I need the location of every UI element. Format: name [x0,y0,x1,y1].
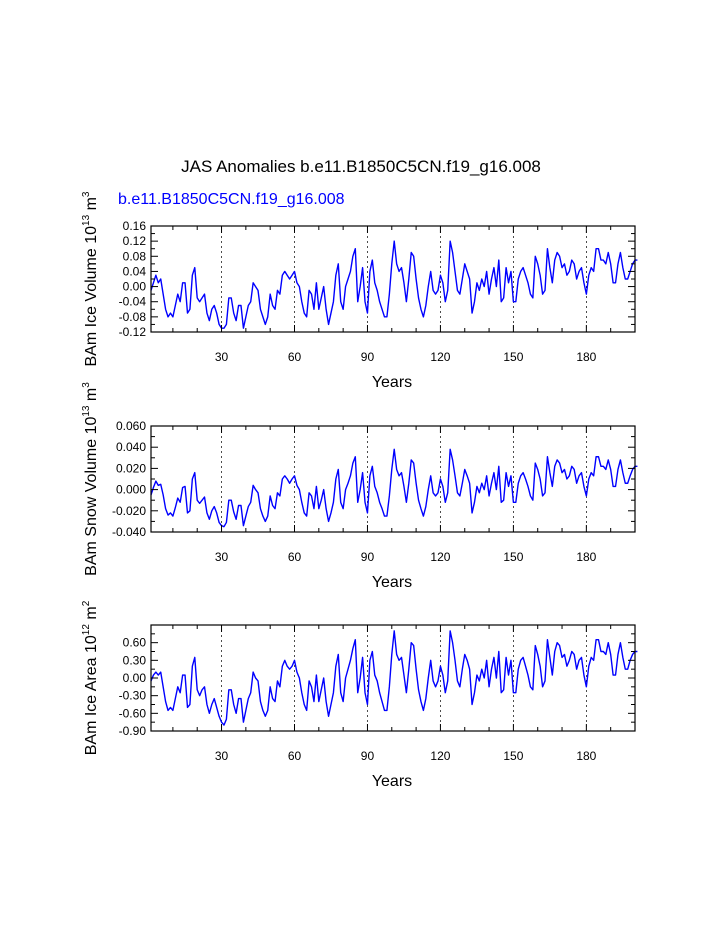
series-line [150,240,638,329]
xtick-label: 120 [430,749,450,763]
plot-frame [150,225,636,333]
ytick-label: 0.08 [123,249,147,263]
xtick-label: 30 [215,550,229,564]
ytick-label: 0.000 [116,483,146,497]
y-axis-label-unit-exponent: 3 [81,191,92,197]
xtick-label: 180 [576,749,596,763]
xtick-label: 120 [430,550,450,564]
ytick-label: -0.04 [119,295,147,309]
series-line [150,630,638,726]
y-axis-label-main: BAm Ice Area 10 [83,635,100,755]
x-axis-label: Years [372,374,412,391]
y-axis-label-unit: m [83,388,100,406]
x-axis-label: Years [372,574,412,591]
y-axis-label-exponent: 13 [81,405,92,417]
xtick-label: 120 [430,350,450,364]
plot-frame [150,425,636,533]
y-axis-label-main: BAm Ice Volume 10 [83,226,100,367]
series-line [150,448,638,528]
y-axis-label: BAm Ice Volume 1013 m3 [81,191,100,366]
y-axis-label-unit: m [83,606,100,624]
ytick-label: -0.040 [112,525,146,539]
xtick-label: 90 [361,350,375,364]
ytick-label: -0.020 [112,504,146,518]
figure-title: JAS Anomalies b.e11.B1850C5CN.f19_g16.00… [181,157,541,176]
y-axis-label-main: BAm Snow Volume 10 [83,417,100,576]
xtick-label: 180 [576,350,596,364]
y-axis-label-unit-exponent: 2 [81,600,92,606]
y-axis-label-exponent: 13 [81,214,92,226]
ytick-label: 0.040 [116,440,146,454]
ytick-label: -0.60 [119,706,147,720]
y-axis-label-exponent: 12 [81,624,92,636]
y-axis-label: BAm Snow Volume 1013 m3 [81,382,100,576]
ytick-label: -0.08 [119,310,147,324]
ytick-label: 0.04 [123,264,147,278]
xtick-label: 30 [215,749,229,763]
xtick-label: 30 [215,350,229,364]
ytick-label: -0.12 [119,325,147,339]
xtick-label: 60 [288,749,302,763]
ytick-label: -0.30 [119,689,147,703]
xtick-label: 60 [288,550,302,564]
ytick-label: 0.12 [123,234,147,248]
ytick-label: 0.16 [123,219,147,233]
xtick-label: 90 [361,749,375,763]
x-axis-label: Years [372,773,412,790]
xtick-label: 60 [288,350,302,364]
xtick-label: 150 [503,550,523,564]
ytick-label: 0.060 [116,419,146,433]
y-axis-label: BAm Ice Area 1012 m2 [81,600,100,755]
xtick-label: 150 [503,350,523,364]
ytick-label: -0.90 [119,724,147,738]
xtick-label: 180 [576,550,596,564]
ytick-label: 0.020 [116,461,146,475]
panel-ice-area: -0.90 -0.60 -0.30 0.00 0.30 0.60 30 60 90 120 150 1… [81,600,638,790]
xtick-label: 150 [503,749,523,763]
figure-subtitle: b.e11.B1850C5CN.f19_g16.008 [118,191,345,208]
y-axis-label-unit-exponent: 3 [81,382,92,388]
xtick-label: 90 [361,550,375,564]
ytick-label: 0.00 [123,280,147,294]
ytick-label: 0.60 [123,636,147,650]
panel-snow-volume: -0.040 -0.020 0.000 0.020 0.040 0.060 30 60 90 12… [81,382,638,591]
ytick-label: 0.00 [123,671,147,685]
panel-ice-volume: -0.12-0.08-0.040.00 0.040.080.120.16 30 60 9… [81,191,638,391]
ytick-label: 0.30 [123,653,147,667]
y-axis-label-unit: m [83,197,100,215]
